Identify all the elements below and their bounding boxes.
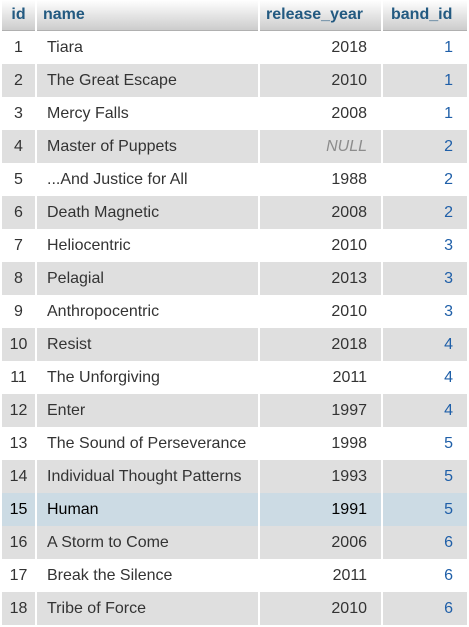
cell-release-year: 1988 [260, 163, 381, 196]
cell-band-id[interactable]: 6 [383, 526, 467, 559]
table-row[interactable]: 14 Individual Thought Patterns 1993 5 [2, 460, 467, 493]
cell-name: Master of Puppets [37, 130, 258, 163]
cell-release-year: 2010 [260, 64, 381, 97]
cell-id: 14 [2, 460, 35, 493]
column-header-id[interactable]: id [2, 0, 35, 31]
cell-release-year: 2010 [260, 592, 381, 625]
header-row: id name release_year band_id [2, 0, 467, 31]
table-row[interactable]: 13 The Sound of Perseverance 1998 5 [2, 427, 467, 460]
cell-name: Human [37, 493, 258, 526]
cell-name: Tiara [37, 31, 258, 64]
column-header-name[interactable]: name [37, 0, 258, 31]
table-row[interactable]: 10 Resist 2018 4 [2, 328, 467, 361]
table-row[interactable]: 15 Human 1991 5 [2, 493, 467, 526]
cell-release-year: 2010 [260, 229, 381, 262]
cell-release-year: NULL [260, 130, 381, 163]
cell-id: 17 [2, 559, 35, 592]
cell-id: 3 [2, 97, 35, 130]
table-row[interactable]: 3 Mercy Falls 2008 1 [2, 97, 467, 130]
table-row[interactable]: 1 Tiara 2018 1 [2, 31, 467, 64]
table-row[interactable]: 16 A Storm to Come 2006 6 [2, 526, 467, 559]
cell-band-id[interactable]: 6 [383, 559, 467, 592]
cell-name: Heliocentric [37, 229, 258, 262]
table-row[interactable]: 5 ...And Justice for All 1988 2 [2, 163, 467, 196]
cell-band-id[interactable]: 3 [383, 295, 467, 328]
cell-id: 4 [2, 130, 35, 163]
cell-name: Anthropocentric [37, 295, 258, 328]
cell-band-id[interactable]: 2 [383, 196, 467, 229]
cell-band-id[interactable]: 6 [383, 592, 467, 625]
cell-release-year: 1991 [260, 493, 381, 526]
cell-band-id[interactable]: 5 [383, 427, 467, 460]
table-row[interactable]: 4 Master of Puppets NULL 2 [2, 130, 467, 163]
cell-id: 18 [2, 592, 35, 625]
cell-band-id[interactable]: 3 [383, 262, 467, 295]
table-header: id name release_year band_id [2, 0, 467, 31]
cell-release-year: 2018 [260, 328, 381, 361]
table-row[interactable]: 11 The Unforgiving 2011 4 [2, 361, 467, 394]
column-header-release-year[interactable]: release_year [260, 0, 381, 31]
cell-name: Resist [37, 328, 258, 361]
cell-id: 10 [2, 328, 35, 361]
cell-id: 1 [2, 31, 35, 64]
cell-name: Individual Thought Patterns [37, 460, 258, 493]
cell-band-id[interactable]: 5 [383, 493, 467, 526]
cell-release-year: 1993 [260, 460, 381, 493]
cell-band-id[interactable]: 4 [383, 361, 467, 394]
cell-id: 11 [2, 361, 35, 394]
cell-id: 2 [2, 64, 35, 97]
cell-name: Break the Silence [37, 559, 258, 592]
cell-release-year: 1998 [260, 427, 381, 460]
cell-band-id[interactable]: 4 [383, 394, 467, 427]
cell-name: Tribe of Force [37, 592, 258, 625]
cell-id: 5 [2, 163, 35, 196]
cell-id: 16 [2, 526, 35, 559]
cell-id: 9 [2, 295, 35, 328]
table-row[interactable]: 12 Enter 1997 4 [2, 394, 467, 427]
table-row[interactable]: 18 Tribe of Force 2010 6 [2, 592, 467, 625]
table-row[interactable]: 2 The Great Escape 2010 1 [2, 64, 467, 97]
cell-name: Enter [37, 394, 258, 427]
cell-release-year: 2018 [260, 31, 381, 64]
cell-name: Mercy Falls [37, 97, 258, 130]
cell-release-year: 2013 [260, 262, 381, 295]
table-row[interactable]: 9 Anthropocentric 2010 3 [2, 295, 467, 328]
cell-release-year: 2008 [260, 196, 381, 229]
cell-id: 13 [2, 427, 35, 460]
cell-band-id[interactable]: 2 [383, 163, 467, 196]
cell-name: The Unforgiving [37, 361, 258, 394]
cell-band-id[interactable]: 4 [383, 328, 467, 361]
cell-name: ...And Justice for All [37, 163, 258, 196]
cell-release-year: 1997 [260, 394, 381, 427]
cell-id: 15 [2, 493, 35, 526]
cell-name: The Sound of Perseverance [37, 427, 258, 460]
column-header-band-id[interactable]: band_id [383, 0, 467, 31]
table-row[interactable]: 6 Death Magnetic 2008 2 [2, 196, 467, 229]
table-row[interactable]: 8 Pelagial 2013 3 [2, 262, 467, 295]
cell-release-year: 2010 [260, 295, 381, 328]
cell-band-id[interactable]: 2 [383, 130, 467, 163]
table-row[interactable]: 17 Break the Silence 2011 6 [2, 559, 467, 592]
cell-name: The Great Escape [37, 64, 258, 97]
cell-name: Death Magnetic [37, 196, 258, 229]
cell-band-id[interactable]: 5 [383, 460, 467, 493]
cell-band-id[interactable]: 3 [383, 229, 467, 262]
cell-name: A Storm to Come [37, 526, 258, 559]
cell-id: 7 [2, 229, 35, 262]
cell-release-year: 2011 [260, 559, 381, 592]
cell-id: 8 [2, 262, 35, 295]
cell-name: Pelagial [37, 262, 258, 295]
cell-band-id[interactable]: 1 [383, 97, 467, 130]
table-row[interactable]: 7 Heliocentric 2010 3 [2, 229, 467, 262]
cell-band-id[interactable]: 1 [383, 64, 467, 97]
table-body: 1 Tiara 2018 1 2 The Great Escape 2010 1 3 Mercy … [2, 31, 467, 625]
cell-id: 12 [2, 394, 35, 427]
cell-release-year: 2006 [260, 526, 381, 559]
cell-release-year: 2008 [260, 97, 381, 130]
cell-band-id[interactable]: 1 [383, 31, 467, 64]
cell-id: 6 [2, 196, 35, 229]
cell-release-year: 2011 [260, 361, 381, 394]
